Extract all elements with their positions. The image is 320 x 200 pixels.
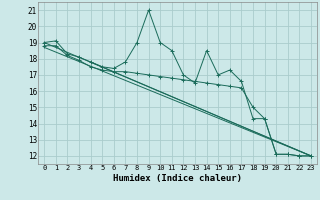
- X-axis label: Humidex (Indice chaleur): Humidex (Indice chaleur): [113, 174, 242, 183]
